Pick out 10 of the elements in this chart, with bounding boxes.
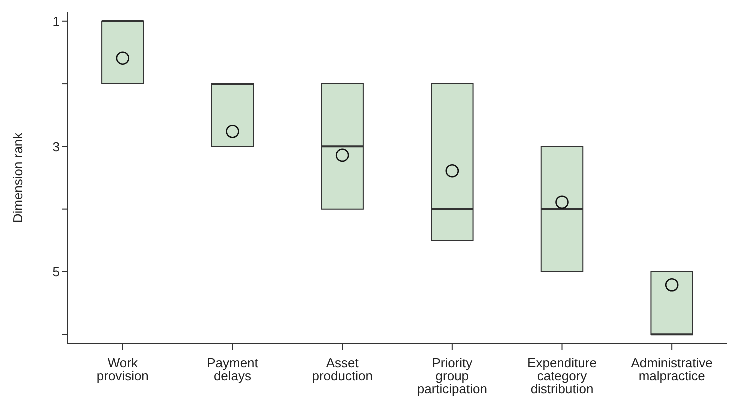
x-tick-label: Work provision: [96, 356, 149, 384]
y-tick-label: 3: [52, 139, 60, 154]
y-tick-label: 5: [52, 264, 60, 280]
x-tick-label: Expenditure category distribution: [528, 356, 597, 397]
y-tick-label: 1: [52, 14, 60, 30]
x-tick-label: Administrative malpractice: [631, 356, 713, 384]
y-axis-title: Dimension rank: [10, 132, 26, 224]
x-tick-label: Payment delays: [207, 356, 259, 384]
x-tick-label: Priority group participation: [417, 356, 488, 397]
x-tick-label: Asset production: [312, 356, 373, 384]
